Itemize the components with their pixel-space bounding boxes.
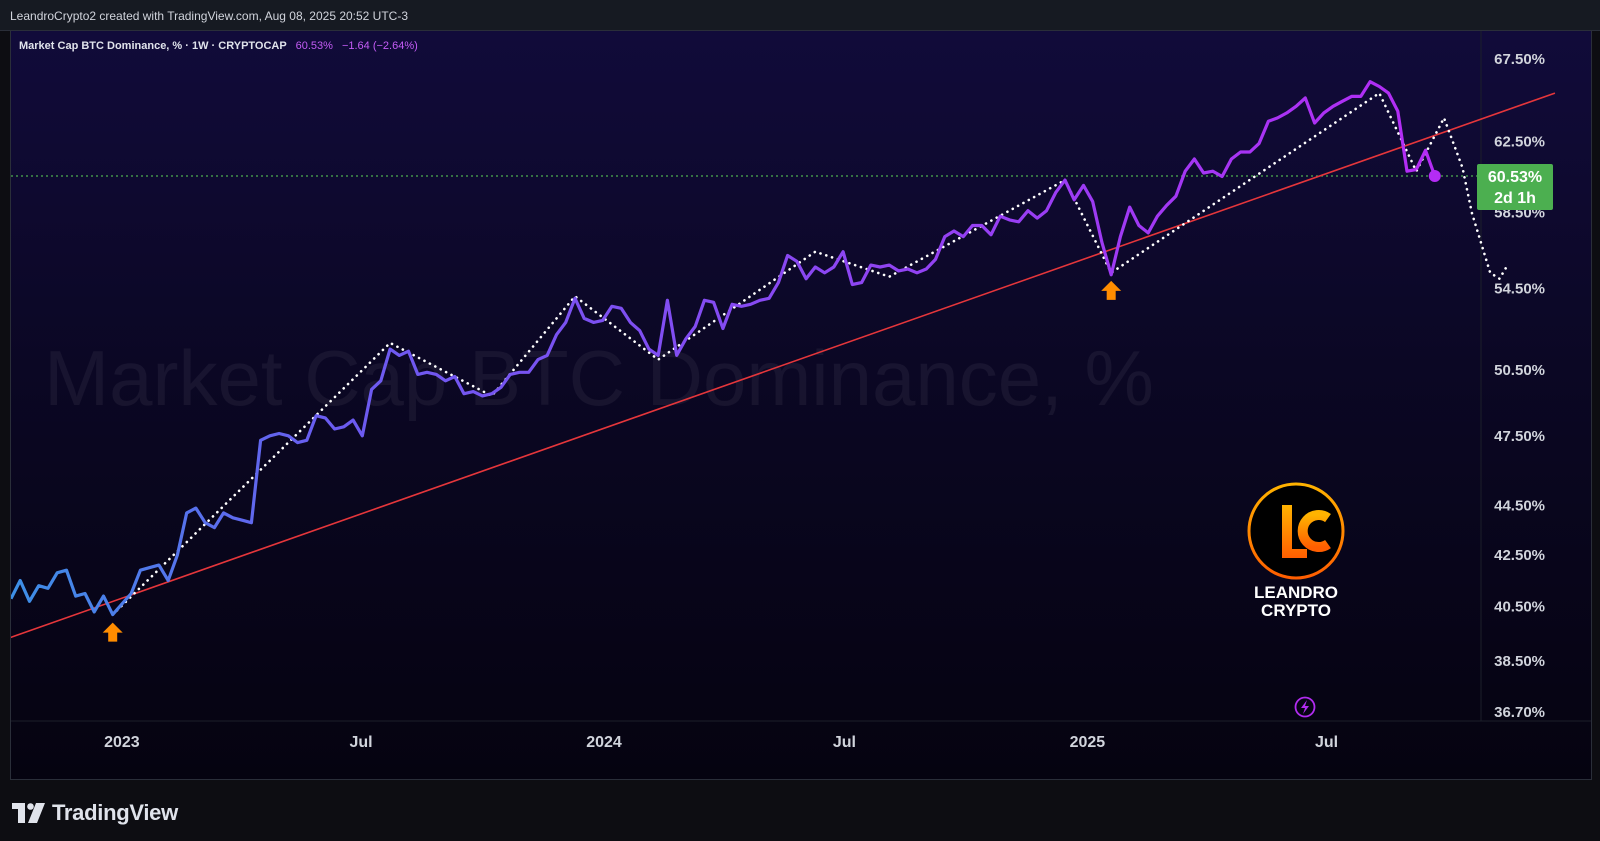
created-with-text: LeandroCrypto2 created with TradingView.… [10,9,409,23]
tradingview-logo-icon [12,803,45,823]
x-tick-label: Jul [349,734,372,751]
y-tick-label: 54.50% [1494,281,1545,298]
svg-text:Market Cap BTC Dominance, % ·: Market Cap BTC Dominance, % · 1W · CRYPT… [19,40,418,52]
y-tick-label: 44.50% [1494,498,1545,515]
x-tick-label: Jul [1315,734,1338,751]
y-tick-label: 38.50% [1494,653,1545,670]
btc-dominance-chart[interactable]: Market Cap BTC Dominance, % Market Cap B… [11,31,1591,779]
lc-logo-icon [1247,482,1345,580]
price-label-countdown: 2d 1h [1494,190,1536,207]
lightning-icon[interactable] [1294,696,1316,718]
y-axis[interactable]: 67.50%62.50%58.50%54.50%50.50%47.50%44.5… [1494,51,1545,721]
y-tick-label: 67.50% [1494,51,1545,68]
legend-price: 60.53% [296,40,334,52]
x-tick-label: Jul [833,734,856,751]
tradingview-brand[interactable]: TradingView [12,800,178,826]
y-tick-label: 40.50% [1494,599,1545,616]
symbol-legend[interactable]: Market Cap BTC Dominance, % · 1W · CRYPT… [19,40,418,52]
last-price-dot [1428,169,1441,182]
price-label-value: 60.53% [1488,169,1542,186]
x-axis[interactable]: 2023 Jul 2024 Jul 2025 Jul [104,734,1338,751]
dominance-line[interactable] [11,80,1417,617]
chart-area[interactable]: Market Cap BTC Dominance, % Market Cap B… [10,30,1592,780]
arrow-up-icon [102,622,123,642]
current-price-label: 60.53% 2d 1h [1477,163,1553,210]
x-tick-label: 2024 [586,734,622,751]
x-tick-label: 2025 [1070,734,1106,751]
arrow-up-icon [1101,280,1122,300]
tradingview-text: TradingView [52,800,178,825]
y-tick-label: 50.50% [1494,362,1545,379]
top-bar: LeandroCrypto2 created with TradingView.… [0,0,1600,31]
support-trendline[interactable] [11,92,1556,647]
leandro-crypto-logo: LEANDRO CRYPTO [1247,482,1345,620]
logo-text-line1: LEANDRO [1254,583,1338,602]
markers [102,280,1122,642]
x-tick-label: 2023 [104,734,140,751]
footer: TradingView [0,780,1600,841]
legend-symbol: Market Cap BTC Dominance, % · 1W · CRYPT… [19,40,287,52]
symbol-watermark: Market Cap BTC Dominance, % [44,334,1154,422]
logo-text-line2: CRYPTO [1261,601,1331,620]
y-tick-label: 36.70% [1494,704,1545,721]
y-tick-label: 62.50% [1494,134,1545,151]
legend-change: −1.64 (−2.64%) [342,40,418,52]
y-tick-label: 47.50% [1494,428,1545,445]
dominance-line-latest[interactable] [1414,148,1437,177]
y-tick-label: 42.50% [1494,547,1545,564]
